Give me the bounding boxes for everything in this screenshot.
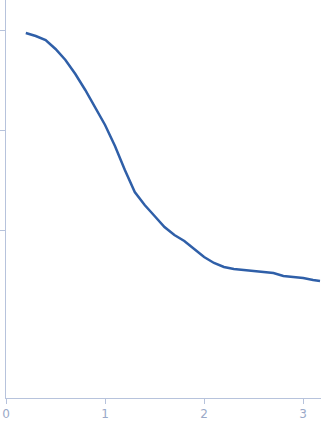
- svg-text:2: 2: [200, 407, 208, 421]
- svg-text:0: 0: [2, 407, 10, 421]
- svg-text:3: 3: [299, 407, 307, 421]
- svg-text:1: 1: [101, 407, 109, 421]
